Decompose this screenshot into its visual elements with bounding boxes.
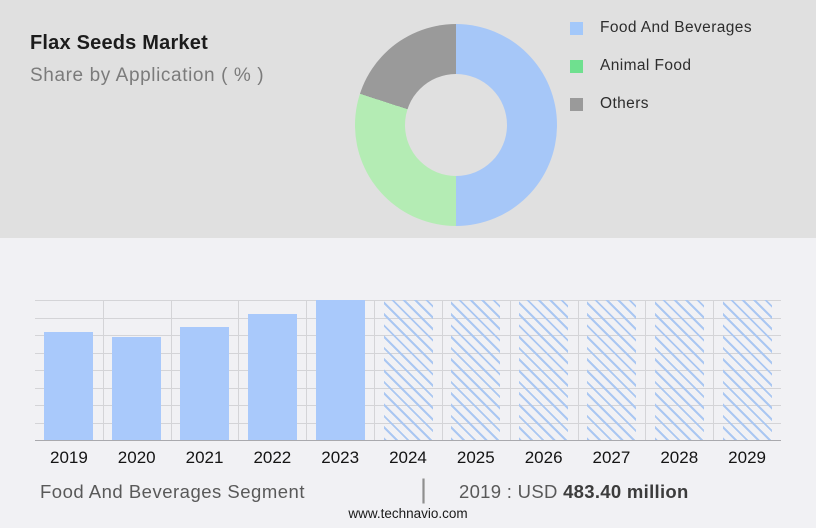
history-bar	[315, 300, 365, 440]
donut-legend: Food And Beverages Animal Food Others	[570, 18, 752, 132]
footer-separator: |	[420, 474, 428, 504]
x-axis-label: 2025	[456, 448, 495, 467]
x-axis-label: 2027	[592, 448, 631, 467]
gridline-vertical	[306, 300, 308, 440]
forecast-bar	[383, 300, 433, 440]
gridline-vertical	[374, 300, 376, 440]
x-axis-label: 2022	[253, 448, 292, 467]
x-axis-label: 2024	[389, 448, 427, 467]
gridline-vertical	[509, 300, 511, 440]
gridline-vertical	[441, 300, 443, 440]
legend-item: Food And Beverages	[570, 18, 752, 38]
x-axis-label: 2026	[524, 448, 563, 467]
legend-item: Animal Food	[570, 56, 752, 76]
x-axis-label: 2020	[117, 448, 156, 467]
value-prefix: 2019 : USD	[459, 481, 564, 502]
history-bar	[44, 332, 94, 440]
x-axis-label: 2029	[728, 448, 766, 467]
page-title: Flax Seeds Market	[30, 32, 208, 54]
highlight-value: 2019 : USD 483.40 million	[459, 481, 689, 503]
gridline-vertical	[170, 300, 172, 440]
legend-swatch-icon	[570, 59, 583, 73]
bar-chart: 2019 2020 2021 2022 2023 2024 2025 2026 2027 2028…	[35, 300, 781, 467]
gridline-vertical	[238, 300, 240, 440]
website-url: www.technavio.com	[348, 506, 468, 521]
segment-label: Food And Beverages Segment	[40, 481, 305, 502]
forecast-bar	[451, 300, 501, 440]
legend-swatch-icon	[570, 97, 583, 111]
legend-swatch-icon	[570, 21, 583, 35]
legend-item: Others	[570, 94, 752, 114]
gridline-vertical	[713, 300, 715, 440]
forecast-bar	[722, 300, 772, 440]
x-axis-label: 2019	[49, 448, 88, 467]
legend-label: Others	[600, 95, 649, 112]
page-subtitle: Share by Application ( % )	[30, 65, 265, 86]
forecast-bar	[519, 300, 569, 440]
forecast-bar	[586, 300, 636, 440]
legend-label: Animal Food	[600, 57, 692, 74]
gridline-vertical	[102, 300, 104, 440]
bar-section: 2019 2020 2021 2022 2023 2024 2025 2026 2027 2028…	[0, 238, 816, 528]
legend-label: Food And Beverages	[600, 19, 752, 36]
gridline-vertical	[577, 300, 579, 440]
x-axis-label: 2023	[321, 448, 360, 467]
title-block: Flax Seeds Market Share by Application (…	[30, 32, 264, 87]
forecast-bar	[654, 300, 704, 440]
x-axis-label: 2028	[660, 448, 699, 467]
x-axis-label: 2021	[185, 448, 224, 467]
gridline-vertical	[645, 300, 647, 440]
donut-section: Flax Seeds Market Share by Application (…	[0, 0, 816, 238]
history-bar	[247, 314, 297, 440]
donut-chart	[355, 24, 557, 226]
history-bar	[112, 337, 162, 440]
value-amount: 483.40 million	[563, 481, 689, 502]
history-bar	[180, 327, 230, 440]
